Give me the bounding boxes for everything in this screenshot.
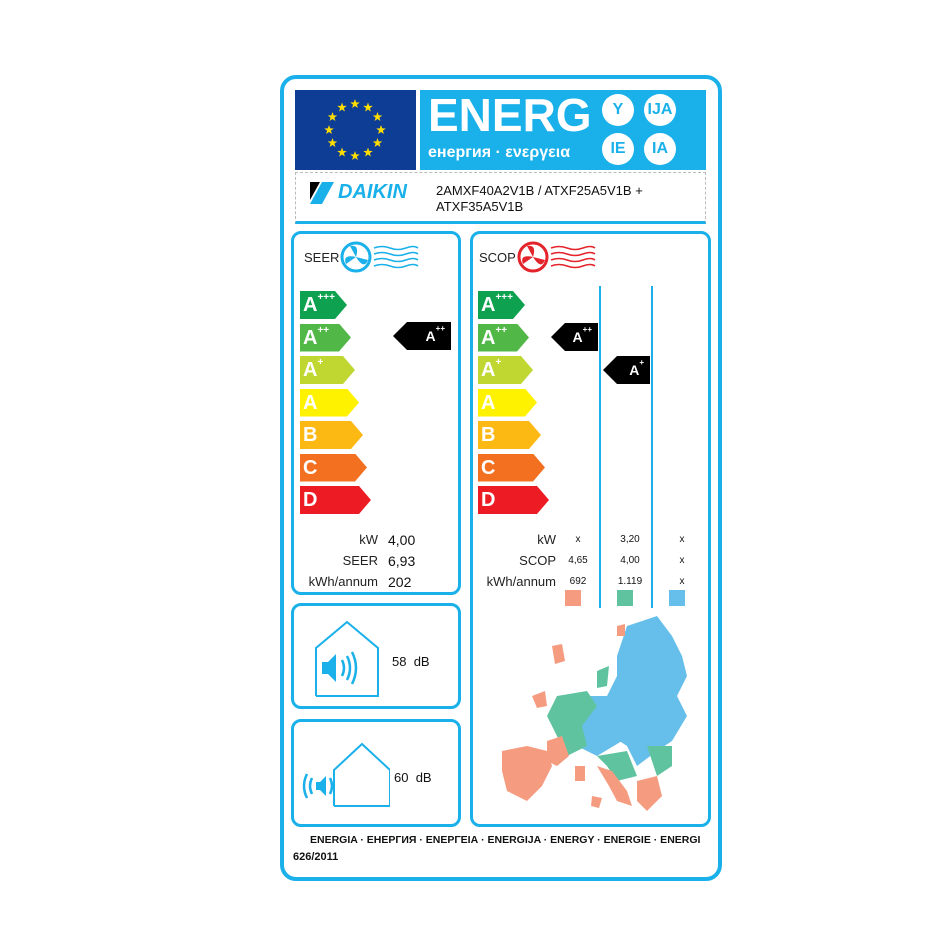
scop-class-warm: A++ — [551, 323, 598, 351]
brand-name: DAIKIN — [338, 181, 407, 203]
scop-value: x — [575, 534, 581, 545]
energy-class-bar: A++ — [478, 324, 529, 352]
eu-stars-icon — [324, 99, 386, 160]
scop-value: x — [679, 576, 685, 587]
star-icon — [350, 99, 360, 108]
scop-scop-label: SCOP — [519, 553, 556, 568]
star-icon — [337, 147, 347, 157]
energy-class-bar: C — [478, 454, 545, 482]
scop-value: 3,20 — [620, 534, 640, 545]
daikin-logo-icon — [310, 181, 334, 204]
scop-panel: SCOP A+++ A++ A+ A B C D A++ A+ kW x 3,20 x SCOP 4… — [470, 231, 711, 827]
star-icon — [372, 112, 383, 121]
energy-class-bar: B — [300, 421, 363, 449]
star-icon — [327, 138, 338, 147]
zone-cold-swatch — [669, 590, 685, 606]
energy-class-bar: A++ — [300, 324, 351, 352]
suffix-ie: IE — [602, 133, 634, 165]
seer-kw-value: 4,00 — [388, 531, 416, 548]
scop-value: 4,65 — [568, 555, 588, 566]
energy-label-border — [280, 75, 722, 881]
scop-kw-label: kW — [537, 532, 556, 547]
model-box: DAIKIN 2AMXF40A2V1B / ATXF25A5V1B + ATXF3… — [295, 172, 706, 224]
sound-unit: dB — [413, 654, 430, 669]
scop-kwh-label: kWh/annum — [486, 574, 556, 589]
footer-languages: ENERGIA · ЕНЕРГИЯ · ΕΝΕΡΓΕΙΑ · ENERGIJA … — [310, 834, 701, 846]
europe-climate-map — [502, 616, 687, 811]
energy-class-bar: C — [300, 454, 367, 482]
energy-class-bar: A+++ — [300, 291, 347, 319]
scop-title: SCOP — [479, 250, 516, 265]
seer-panel: SEER A+++ A++ A+ A B C D A++ kW 4,00 SEER 6,93 k… — [291, 231, 461, 595]
brand-logo: DAIKIN — [310, 181, 407, 204]
energy-class-bar: A+++ — [478, 291, 525, 319]
energy-class-bar: A — [300, 389, 359, 417]
scop-value: 692 — [569, 576, 587, 587]
cooling-fan-icon — [340, 241, 419, 273]
energy-subtitle: енергия · ενεργεια — [428, 144, 571, 161]
seer-class-indicator: A++ — [393, 322, 451, 350]
zone-divider — [599, 286, 601, 608]
star-icon — [363, 102, 373, 112]
energy-class-bar: A+ — [478, 356, 533, 384]
energy-class-bar: A — [478, 389, 537, 417]
star-icon — [372, 138, 383, 147]
scop-class-average: A+ — [603, 356, 650, 384]
model-line-1: 2AMXF40A2V1B / ATXF25A5V1B + — [436, 183, 643, 198]
zone-average-swatch — [617, 590, 633, 606]
energy-word: ENERG — [428, 89, 592, 141]
outdoor-unit-speaker-icon — [302, 742, 390, 807]
energy-banner: ENERG енергия · ενεργεια Y IJA IE IA — [420, 90, 706, 170]
scop-value: 4,00 — [620, 555, 640, 566]
outdoor-sound-panel: 60 dB — [291, 719, 461, 827]
seer-kwh-label: kWh/annum — [308, 574, 378, 589]
star-icon — [350, 151, 360, 160]
scop-value: x — [679, 555, 685, 566]
seer-title: SEER — [304, 250, 340, 265]
model-numbers: 2AMXF40A2V1B / ATXF25A5V1B + ATXF35A5V1B — [436, 183, 643, 215]
star-icon — [324, 125, 334, 134]
sound-unit: dB — [415, 770, 432, 785]
suffix-y: Y — [602, 94, 634, 126]
energy-class-bar: D — [478, 486, 549, 514]
zone-divider — [651, 286, 653, 608]
energy-class-bar: D — [300, 486, 371, 514]
regulation-number: 626/2011 — [293, 851, 339, 863]
scop-value: 1.119 — [617, 576, 643, 587]
zone-warm-swatch — [565, 590, 581, 606]
star-icon — [376, 125, 386, 134]
suffix-ia: IA — [644, 133, 676, 165]
model-line-2: ATXF35A5V1B — [436, 199, 524, 214]
seer-seer-value: 6,93 — [388, 552, 416, 569]
eu-flag — [295, 90, 416, 170]
suffix-ija: IJA — [644, 94, 676, 126]
energy-class-bar: A+ — [300, 356, 355, 384]
indoor-sound-panel: 58 dB — [291, 603, 461, 709]
energy-class-bar: B — [478, 421, 541, 449]
seer-kwh-value: 202 — [388, 573, 412, 590]
indoor-sound-value: 58 — [392, 654, 407, 669]
indoor-unit-speaker-icon — [315, 620, 379, 697]
scop-value: x — [679, 534, 685, 545]
outdoor-sound-value: 60 — [394, 770, 409, 785]
seer-seer-label: SEER — [342, 553, 378, 568]
star-icon — [337, 102, 347, 112]
star-icon — [327, 112, 338, 121]
seer-kw-label: kW — [359, 532, 378, 547]
star-icon — [363, 147, 373, 157]
heating-fan-icon — [517, 241, 596, 273]
